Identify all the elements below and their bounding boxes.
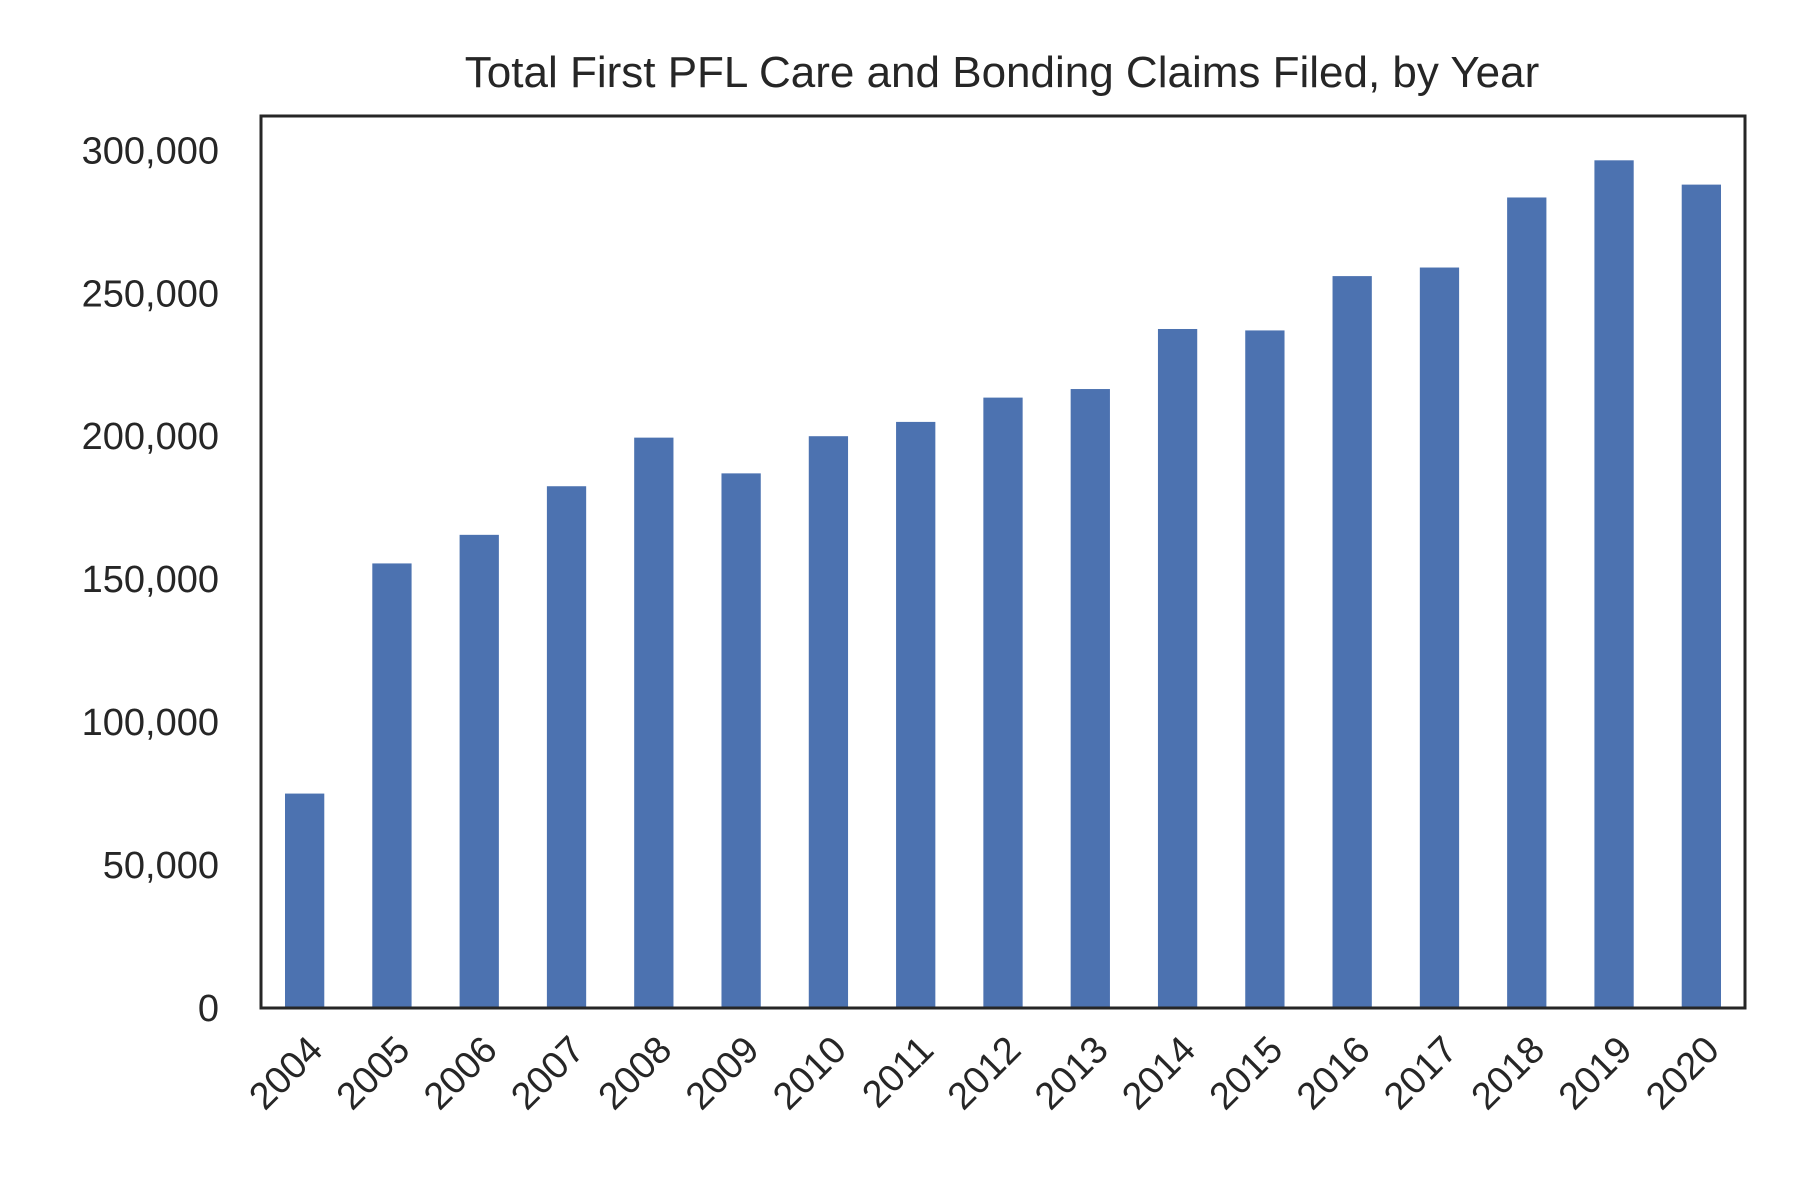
bar-2006 (459, 534, 499, 1008)
y-tick-label: 150,000 (82, 559, 219, 601)
bar-2009 (721, 473, 761, 1008)
y-tick-label: 0 (198, 988, 219, 1030)
bar-2004 (285, 793, 325, 1008)
bar-2020 (1681, 184, 1721, 1009)
chart-title: Total First PFL Care and Bonding Claims … (465, 48, 1539, 97)
bar-2017 (1419, 267, 1460, 1008)
bar-2013 (1070, 389, 1110, 1008)
x-tick-label: 2011 (855, 1029, 942, 1116)
x-tick-label: 2006 (416, 1029, 505, 1118)
x-tick-label: 2014 (1114, 1029, 1203, 1118)
x-tick-label: 2005 (329, 1029, 418, 1118)
x-tick-label: 2017 (1376, 1029, 1465, 1118)
bar-2015 (1245, 330, 1285, 1008)
y-tick-label: 200,000 (82, 416, 219, 458)
x-tick-label: 2018 (1464, 1029, 1553, 1118)
x-tick-label: 2019 (1551, 1029, 1640, 1118)
bar-2005 (372, 563, 412, 1008)
x-tick-label: 2020 (1638, 1029, 1727, 1118)
bars-group (285, 160, 1721, 1009)
x-tick-label: 2007 (503, 1029, 592, 1118)
x-tick-label: 2013 (1027, 1029, 1116, 1118)
x-tick-label: 2010 (765, 1029, 854, 1118)
bar-2011 (896, 421, 936, 1008)
y-tick-label: 50,000 (103, 845, 219, 887)
x-tick-label: 2009 (678, 1029, 767, 1118)
bar-2007 (546, 486, 587, 1008)
plot-frame (259, 114, 1747, 1010)
bar-2010 (808, 436, 849, 1008)
x-tick-label: 2016 (1289, 1029, 1378, 1118)
x-tick-label: 2008 (591, 1029, 680, 1118)
bar-2016 (1332, 276, 1372, 1009)
x-tick-label: 2004 (242, 1029, 331, 1118)
bar-2014 (1157, 328, 1198, 1008)
x-tick-label: 2015 (1202, 1029, 1291, 1118)
bar-2018 (1507, 197, 1547, 1008)
y-tick-label: 300,000 (82, 130, 219, 172)
y-axis-ticks: 0 50,000 100,000 150,000 200,000 250,000 300,0… (82, 130, 219, 1030)
bar-2012 (983, 397, 1023, 1008)
y-tick-label: 250,000 (82, 273, 219, 315)
bar-2008 (634, 437, 674, 1008)
y-tick-label: 100,000 (82, 702, 219, 744)
x-tick-label: 2012 (940, 1029, 1029, 1118)
bar-2019 (1594, 160, 1634, 1009)
